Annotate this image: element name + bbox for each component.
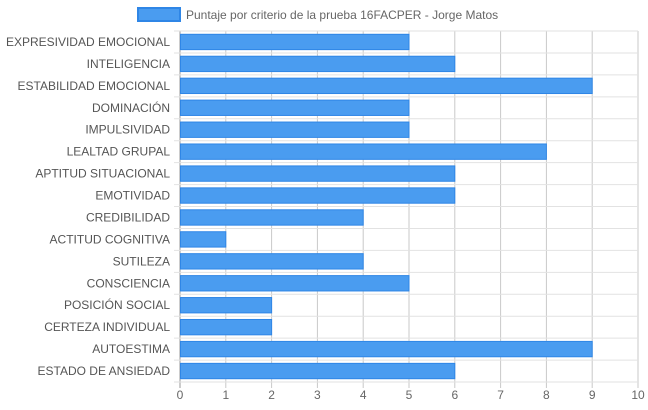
category-label: LEALTAD GRUPAL	[67, 145, 171, 159]
bar[interactable]	[180, 143, 547, 160]
x-tick-label: 9	[589, 388, 596, 402]
category-label: DOMINACIÓN	[92, 100, 170, 115]
bar[interactable]	[180, 231, 227, 248]
x-tick-label: 1	[222, 388, 229, 402]
category-label: INTELIGENCIA	[87, 57, 170, 71]
legend-swatch[interactable]	[137, 7, 181, 22]
bars	[180, 33, 593, 380]
category-labels: EXPRESIVIDAD EMOCIONAL INTELIGENCIA ESTABI…	[6, 35, 170, 378]
bar[interactable]	[180, 187, 456, 204]
category-label: EMOTIVIDAD	[95, 189, 170, 203]
x-tick-label: 6	[451, 388, 458, 402]
bar[interactable]	[180, 209, 364, 226]
category-label: EXPRESIVIDAD EMOCIONAL	[6, 35, 170, 49]
x-tick-label: 8	[543, 388, 550, 402]
x-tick-label: 3	[314, 388, 321, 402]
x-tick-label: 2	[268, 388, 275, 402]
x-tick-label: 5	[406, 388, 413, 402]
category-label: ESTADO DE ANSIEDAD	[38, 364, 171, 378]
bar[interactable]	[180, 55, 456, 73]
x-tick-label: 4	[360, 388, 367, 402]
bar[interactable]	[180, 165, 456, 182]
bar[interactable]	[180, 362, 456, 380]
bar[interactable]	[180, 297, 273, 314]
bar[interactable]	[180, 99, 410, 116]
bar[interactable]	[180, 253, 364, 270]
category-label: APTITUD SITUACIONAL	[35, 167, 170, 181]
category-label: SUTILEZA	[113, 254, 170, 268]
category-label: AUTOESTIMA	[92, 342, 170, 356]
bar[interactable]	[180, 77, 593, 95]
legend[interactable]: Puntaje por criterio de la prueba 16FACP…	[137, 7, 498, 22]
category-label: CONSCIENCIA	[87, 276, 170, 290]
bar[interactable]	[180, 340, 593, 358]
x-tick-label: 10	[631, 388, 645, 402]
bar[interactable]	[180, 33, 410, 51]
x-tick-labels: 0 1 2 3 4 5 6 7 8 9 10	[177, 388, 645, 402]
bar[interactable]	[180, 275, 410, 292]
category-label: ACTITUD COGNITIVA	[50, 232, 170, 246]
bar[interactable]	[180, 318, 273, 336]
category-label: POSICIÓN SOCIAL	[64, 297, 170, 312]
legend-label[interactable]: Puntaje por criterio de la prueba 16FACP…	[186, 8, 498, 22]
category-label: ESTABILIDAD EMOCIONAL	[18, 79, 171, 93]
bar[interactable]	[180, 121, 410, 138]
category-label: CREDIBILIDAD	[86, 210, 170, 224]
category-label: CERTEZA INDIVIDUAL	[44, 320, 170, 334]
x-tick-label: 0	[177, 388, 184, 402]
category-label: IMPULSIVIDAD	[85, 123, 170, 137]
x-tick-label: 7	[497, 388, 504, 402]
